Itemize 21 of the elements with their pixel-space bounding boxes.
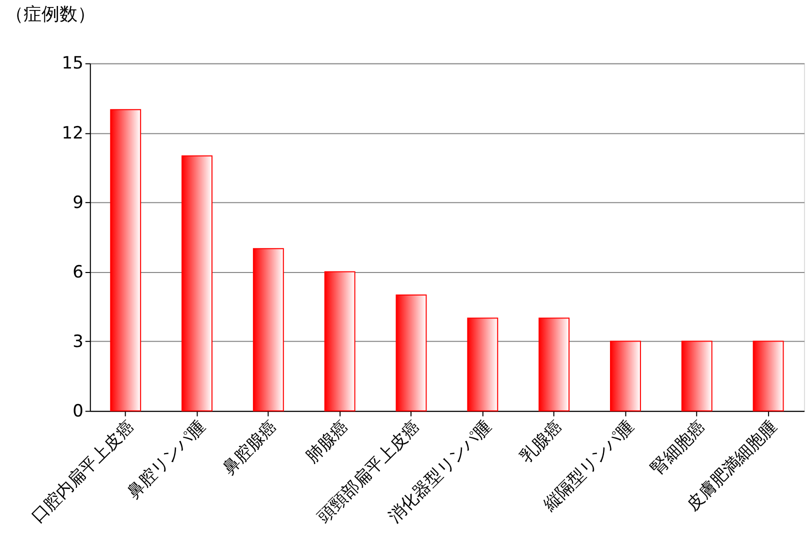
- bar: [681, 340, 712, 412]
- x-tick-label: 鼻腔腺癌: [218, 416, 282, 480]
- bar: [182, 155, 212, 412]
- bar: [467, 318, 498, 412]
- y-tick-label: 9: [72, 192, 84, 213]
- y-tick-label: 0: [72, 401, 84, 422]
- y-tick-label: 6: [72, 262, 84, 282]
- bar: [610, 340, 641, 412]
- x-tick-label: 肺腺癌: [302, 416, 353, 468]
- bar: [252, 248, 284, 412]
- x-tick-label: 乳腺癌: [516, 416, 567, 468]
- x-tick-label: 腎細胞癌: [647, 416, 710, 480]
- y-tick-label: 15: [62, 54, 84, 74]
- y-tick-label: 12: [62, 123, 84, 144]
- y-axis-title: （症例数）: [5, 4, 96, 25]
- bar: [538, 318, 570, 412]
- bar: [110, 109, 142, 412]
- bar: [324, 271, 356, 412]
- bar: [752, 340, 784, 412]
- bar: [396, 294, 427, 412]
- y-tick-label: 3: [72, 332, 84, 352]
